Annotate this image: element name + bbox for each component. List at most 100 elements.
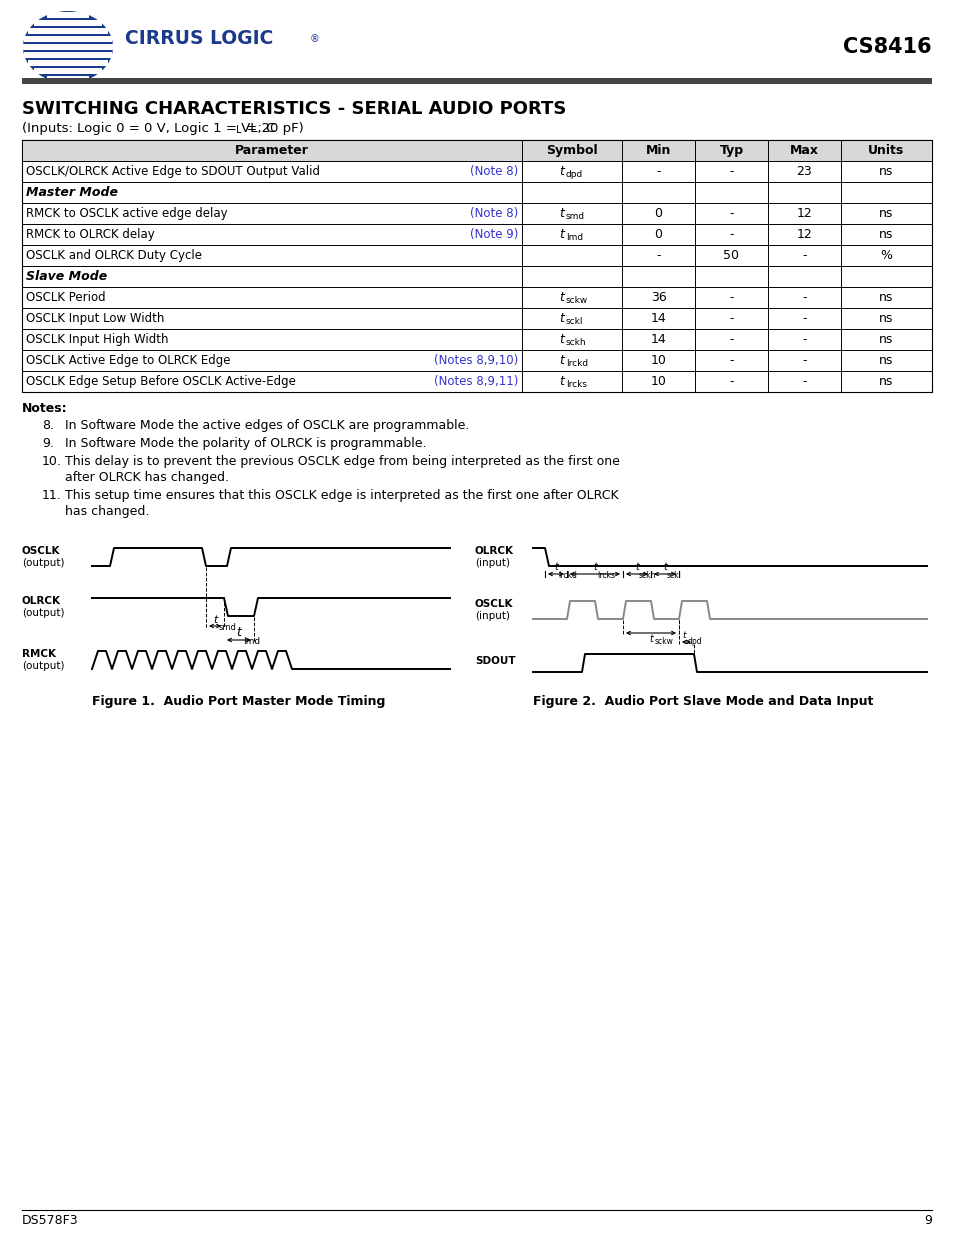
Text: 23: 23 bbox=[796, 165, 812, 178]
Text: t: t bbox=[558, 291, 563, 304]
Text: dpd: dpd bbox=[565, 170, 582, 179]
Bar bbox=[22, 140, 931, 391]
Text: (input): (input) bbox=[475, 611, 510, 621]
Text: t: t bbox=[236, 626, 241, 638]
Text: -: - bbox=[801, 312, 806, 325]
Text: sckl: sckl bbox=[666, 571, 681, 579]
Text: 36: 36 bbox=[650, 291, 666, 304]
Text: In Software Mode the active edges of OSCLK are programmable.: In Software Mode the active edges of OSC… bbox=[65, 419, 469, 432]
Text: t: t bbox=[635, 562, 639, 572]
Text: t: t bbox=[662, 562, 666, 572]
Bar bbox=[48, 75, 89, 83]
Text: OSCLK and OLRCK Duty Cycle: OSCLK and OLRCK Duty Cycle bbox=[26, 249, 202, 262]
Text: sckw: sckw bbox=[565, 296, 588, 305]
Text: -: - bbox=[728, 375, 733, 388]
Text: Master Mode: Master Mode bbox=[26, 186, 118, 199]
Text: CIRRUS LOGIC: CIRRUS LOGIC bbox=[125, 28, 274, 47]
Text: (Note 8): (Note 8) bbox=[469, 207, 517, 220]
Text: SDOUT: SDOUT bbox=[475, 656, 515, 666]
Text: -: - bbox=[728, 333, 733, 346]
Text: t: t bbox=[593, 562, 597, 572]
Text: t: t bbox=[558, 375, 563, 388]
Text: -: - bbox=[801, 375, 806, 388]
Text: (output): (output) bbox=[22, 661, 65, 671]
Text: lrcks: lrcks bbox=[565, 380, 586, 389]
Text: OSCLK Period: OSCLK Period bbox=[26, 291, 106, 304]
Text: DS578F3: DS578F3 bbox=[22, 1214, 78, 1226]
Text: Max: Max bbox=[789, 144, 818, 157]
Text: t: t bbox=[554, 562, 558, 572]
Text: t: t bbox=[648, 634, 652, 643]
Text: 50: 50 bbox=[722, 249, 739, 262]
Text: 9.: 9. bbox=[42, 437, 53, 450]
Text: %: % bbox=[880, 249, 892, 262]
Bar bbox=[24, 52, 112, 58]
Text: (Notes 8,9,11): (Notes 8,9,11) bbox=[434, 375, 517, 388]
Text: ns: ns bbox=[879, 228, 893, 241]
Ellipse shape bbox=[23, 11, 112, 83]
Text: RMCK to OSCLK active edge delay: RMCK to OSCLK active edge delay bbox=[26, 207, 228, 220]
Text: ns: ns bbox=[879, 207, 893, 220]
Text: This delay is to prevent the previous OSCLK edge from being interpreted as the f: This delay is to prevent the previous OS… bbox=[65, 454, 619, 468]
Text: sckl: sckl bbox=[565, 317, 583, 326]
Text: Min: Min bbox=[645, 144, 671, 157]
Text: -: - bbox=[656, 249, 660, 262]
Text: 10.: 10. bbox=[42, 454, 62, 468]
Text: -: - bbox=[728, 312, 733, 325]
Text: = 20 pF): = 20 pF) bbox=[242, 122, 303, 135]
Bar bbox=[22, 78, 931, 84]
Text: 11.: 11. bbox=[42, 489, 62, 501]
Text: OSCLK/OLRCK Active Edge to SDOUT Output Valid: OSCLK/OLRCK Active Edge to SDOUT Output … bbox=[26, 165, 319, 178]
Text: ns: ns bbox=[879, 312, 893, 325]
Text: -: - bbox=[801, 333, 806, 346]
Text: Symbol: Symbol bbox=[546, 144, 598, 157]
Text: Slave Mode: Slave Mode bbox=[26, 270, 107, 283]
Text: CS8416: CS8416 bbox=[842, 37, 931, 57]
Text: ns: ns bbox=[879, 165, 893, 178]
Text: 0: 0 bbox=[654, 207, 661, 220]
Text: after OLRCK has changed.: after OLRCK has changed. bbox=[65, 471, 229, 484]
Text: L: L bbox=[235, 125, 241, 135]
Text: 10: 10 bbox=[650, 375, 666, 388]
Text: 12: 12 bbox=[796, 207, 812, 220]
Text: OSCLK: OSCLK bbox=[475, 599, 513, 609]
Text: 10: 10 bbox=[650, 354, 666, 367]
Text: -: - bbox=[801, 354, 806, 367]
Text: Typ: Typ bbox=[719, 144, 742, 157]
Text: RMCK: RMCK bbox=[22, 650, 56, 659]
Text: t: t bbox=[558, 228, 563, 241]
Bar bbox=[24, 36, 112, 42]
Text: (input): (input) bbox=[475, 558, 510, 568]
Text: Parameter: Parameter bbox=[234, 144, 309, 157]
Text: 12: 12 bbox=[796, 228, 812, 241]
Text: -: - bbox=[801, 249, 806, 262]
Text: t: t bbox=[681, 631, 685, 640]
Text: smd: smd bbox=[565, 212, 584, 221]
Text: -: - bbox=[728, 354, 733, 367]
Text: sckh: sckh bbox=[639, 571, 656, 579]
Text: -: - bbox=[728, 228, 733, 241]
Text: ns: ns bbox=[879, 333, 893, 346]
Text: dpd: dpd bbox=[687, 637, 701, 646]
Text: -: - bbox=[656, 165, 660, 178]
Text: -: - bbox=[728, 207, 733, 220]
Bar bbox=[34, 20, 101, 26]
Text: OSCLK Input High Width: OSCLK Input High Width bbox=[26, 333, 169, 346]
Text: (Note 9): (Note 9) bbox=[469, 228, 517, 241]
Text: This setup time ensures that this OSCLK edge is interpreted as the first one aft: This setup time ensures that this OSCLK … bbox=[65, 489, 618, 501]
Text: OSCLK Edge Setup Before OSCLK Active-Edge: OSCLK Edge Setup Before OSCLK Active-Edg… bbox=[26, 375, 295, 388]
Bar bbox=[28, 27, 109, 35]
Text: sckh: sckh bbox=[565, 338, 586, 347]
Text: ns: ns bbox=[879, 291, 893, 304]
Text: OSCLK Input Low Width: OSCLK Input Low Width bbox=[26, 312, 164, 325]
Text: Figure 2.  Audio Port Slave Mode and Data Input: Figure 2. Audio Port Slave Mode and Data… bbox=[533, 695, 873, 708]
Text: Figure 1.  Audio Port Master Mode Timing: Figure 1. Audio Port Master Mode Timing bbox=[91, 695, 385, 708]
Text: 8.: 8. bbox=[42, 419, 54, 432]
Text: OLRCK: OLRCK bbox=[22, 597, 61, 606]
Text: t: t bbox=[558, 354, 563, 367]
Text: Notes:: Notes: bbox=[22, 403, 68, 415]
Text: sckw: sckw bbox=[655, 637, 673, 646]
Text: 0: 0 bbox=[654, 228, 661, 241]
Bar bbox=[23, 43, 112, 51]
Text: -: - bbox=[728, 291, 733, 304]
